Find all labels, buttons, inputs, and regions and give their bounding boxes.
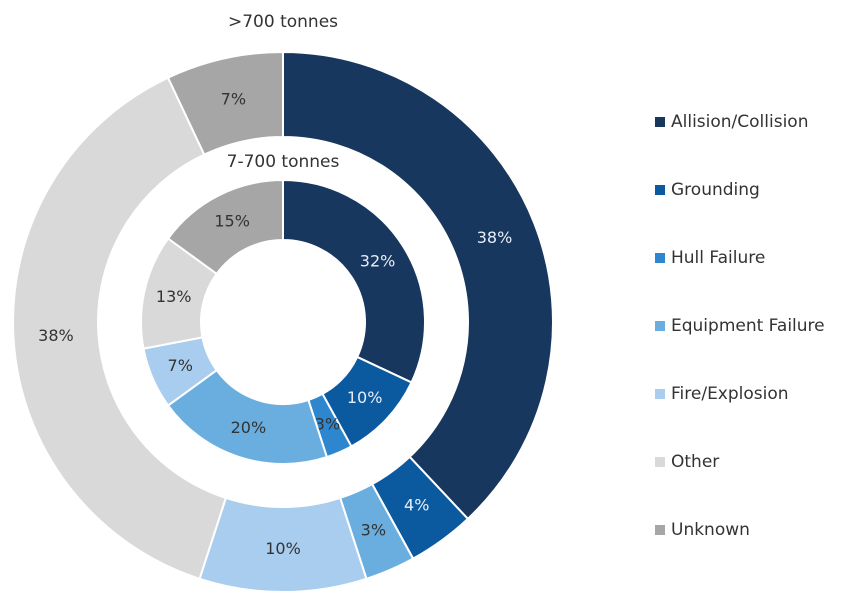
legend-text: Other (671, 452, 719, 472)
data-label: 3% (315, 414, 340, 433)
data-label: 3% (361, 520, 386, 539)
data-label: 38% (477, 228, 513, 247)
slice (282, 50, 554, 521)
legend-text: Unknown (671, 520, 750, 540)
data-label: 7% (168, 356, 193, 375)
data-label: 38% (38, 326, 74, 345)
legend-text: Grounding (671, 180, 760, 200)
slice (166, 50, 284, 156)
slice (282, 178, 426, 384)
legend-swatch (655, 117, 665, 127)
data-label: 32% (360, 251, 396, 270)
legend-text: Allision/Collision (671, 112, 808, 132)
slice (12, 76, 228, 581)
data-label: 15% (214, 212, 250, 231)
data-label: 7% (221, 89, 246, 108)
legend-text: Equipment Failure (671, 316, 825, 336)
data-label: 13% (156, 287, 192, 306)
slice (166, 178, 284, 276)
legend-swatch (655, 321, 665, 331)
data-label: 10% (347, 388, 383, 407)
data-label: 4% (404, 496, 429, 515)
legend-swatch (655, 253, 665, 263)
ring-title: 7-700 tonnes (227, 152, 340, 172)
legend-text: Fire/Explosion (671, 384, 789, 404)
legend-text: Hull Failure (671, 248, 765, 268)
legend-swatch (655, 457, 665, 467)
legend-swatch (655, 185, 665, 195)
legend-swatch (655, 389, 665, 399)
data-label: 20% (231, 418, 267, 437)
legend-swatch (655, 525, 665, 535)
data-label: 10% (265, 539, 301, 558)
ring-title: >700 tonnes (228, 12, 338, 32)
